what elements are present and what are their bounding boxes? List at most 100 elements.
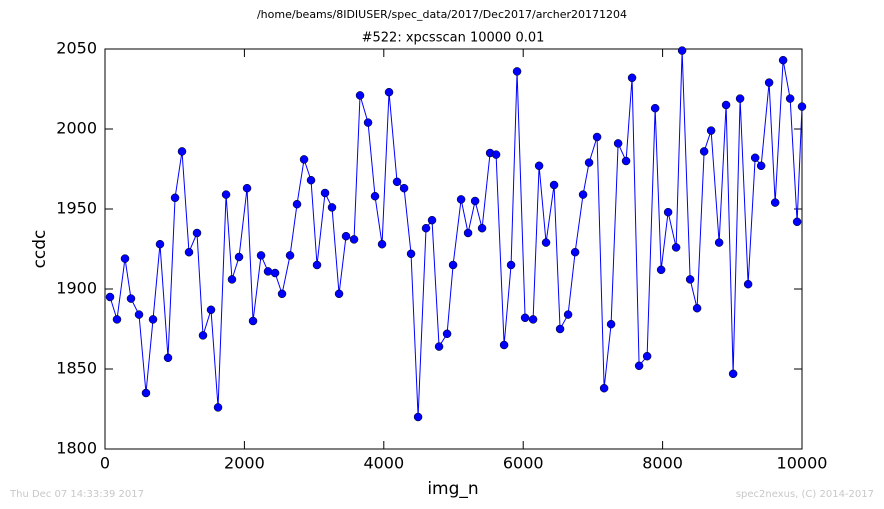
x-tick-label: 2000 (224, 454, 265, 473)
data-point (421, 223, 431, 233)
data-point (592, 132, 602, 142)
data-point (370, 191, 380, 201)
data-point (227, 275, 237, 284)
data-point (606, 319, 616, 329)
y-axis-label: ccdc (30, 230, 50, 269)
chart-subtitle: #522: xpcsscan 10000 0.01 (362, 31, 545, 46)
data-point (663, 207, 673, 217)
data-point (292, 199, 302, 209)
data-point (327, 203, 337, 212)
y-tick-label: 2000 (56, 119, 97, 138)
data-point (234, 252, 244, 262)
data-point (570, 247, 580, 257)
data-point (627, 73, 637, 83)
data-point (334, 289, 344, 299)
data-point (764, 78, 774, 87)
data-point (448, 260, 458, 270)
y-tick-label: 1900 (56, 279, 97, 298)
data-point (427, 215, 437, 225)
data-point (170, 193, 180, 203)
data-point (735, 94, 745, 103)
data-point (520, 313, 530, 323)
data-point (599, 383, 609, 393)
data-point (621, 156, 631, 166)
data-point (706, 126, 716, 135)
data-point (355, 91, 365, 100)
data-point (714, 238, 724, 247)
y-tick-label: 1800 (56, 439, 97, 458)
data-point (206, 305, 216, 315)
y-tick-label: 1950 (56, 199, 97, 218)
data-point (728, 369, 738, 379)
data-point (634, 361, 644, 371)
data-point (584, 158, 594, 167)
data-point (470, 196, 480, 206)
data-point (699, 147, 709, 156)
data-point (248, 316, 258, 326)
data-point (112, 315, 122, 324)
data-point (650, 103, 660, 113)
data-point (785, 94, 795, 103)
data-point (677, 46, 687, 55)
data-point (155, 239, 165, 249)
data-point (242, 183, 252, 193)
data-point (413, 412, 423, 422)
data-point (778, 55, 788, 65)
data-point (656, 265, 666, 275)
data-point (392, 177, 402, 187)
data-point (541, 238, 551, 247)
data-point (463, 228, 473, 238)
data-point (377, 239, 387, 249)
x-tick-label: 6000 (503, 454, 544, 473)
data-point (349, 235, 359, 244)
footer-date: Thu Dec 07 14:33:39 2017 (9, 489, 144, 500)
data-point (285, 251, 295, 260)
data-point (506, 260, 516, 270)
data-point (578, 190, 588, 199)
data-point (120, 254, 130, 263)
data-point (499, 340, 509, 350)
data-point (221, 190, 231, 199)
data-point (263, 267, 273, 276)
data-point (320, 188, 330, 198)
data-point (512, 67, 522, 76)
data-point (477, 223, 487, 233)
data-point (613, 139, 623, 148)
data-point (213, 403, 223, 412)
data-point (134, 310, 144, 319)
data-point (192, 228, 202, 238)
data-point (750, 153, 760, 163)
data-point (528, 315, 538, 324)
data-point (555, 324, 565, 334)
data-point (456, 195, 466, 204)
data-point (384, 87, 394, 97)
data-point (770, 198, 780, 207)
data-point (163, 353, 173, 363)
data-point (534, 161, 544, 171)
data-point (792, 217, 802, 227)
x-tick-label: 8000 (642, 454, 683, 473)
data-point (341, 231, 351, 241)
x-tick-label: 10000 (777, 454, 828, 473)
data-point (148, 315, 158, 324)
data-point (797, 102, 807, 111)
data-point (277, 289, 287, 299)
data-point (105, 292, 115, 302)
data-point (671, 243, 681, 252)
data-point (299, 155, 309, 164)
data-point (434, 342, 444, 351)
plot-frame (104, 48, 803, 450)
data-point (184, 247, 194, 257)
data-point (126, 294, 136, 303)
data-point (399, 183, 409, 193)
data-point (177, 147, 187, 156)
data-point (692, 303, 702, 313)
data-point (491, 150, 501, 159)
data-point (685, 275, 695, 284)
data-point (141, 388, 151, 398)
data-point (256, 251, 266, 260)
data-point (756, 161, 766, 171)
x-tick-label: 4000 (363, 454, 404, 473)
y-tick-label: 1850 (56, 359, 97, 378)
